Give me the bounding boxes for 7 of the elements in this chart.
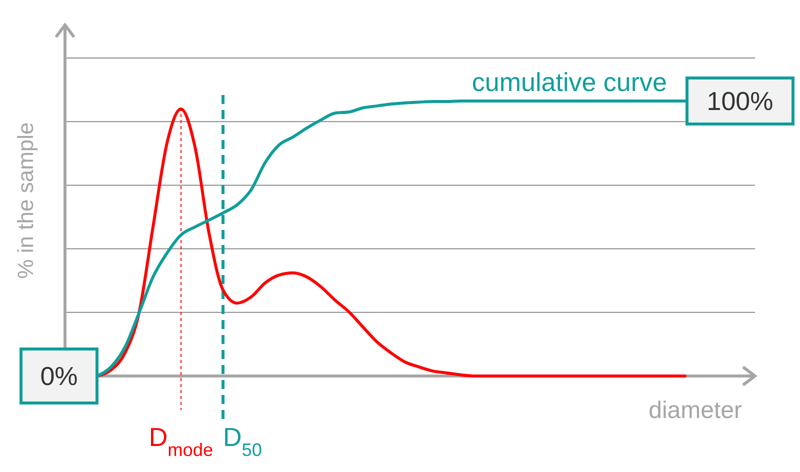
annotation: 100% <box>706 86 774 116</box>
series-label: cumulative curve <box>472 67 667 97</box>
text: 0% <box>40 361 78 391</box>
x-axis-title: diameter <box>648 397 742 424</box>
y-axis-title: % in the sample <box>13 122 38 279</box>
text: D$_{mode}$ <box>148 422 214 460</box>
text: D$_{50}$ <box>223 422 262 460</box>
